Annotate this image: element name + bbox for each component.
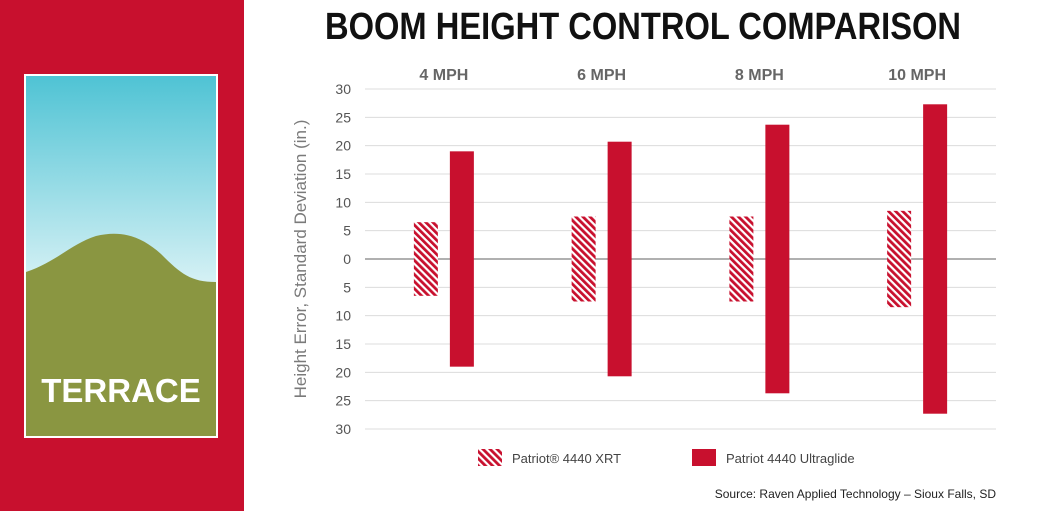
bar-ultraglide (923, 104, 948, 414)
y-tick-label: 10 (335, 308, 351, 324)
source-note: Source: Raven Applied Technology – Sioux… (714, 487, 996, 501)
y-tick-label: 10 (335, 194, 351, 210)
category-label: 10 MPH (888, 67, 946, 84)
y-tick-label: 5 (343, 223, 351, 239)
terrain-sidebar: TERRACE (0, 0, 244, 511)
y-tick-label: 30 (335, 81, 351, 97)
terrain-label: TERRACE (41, 372, 201, 409)
y-tick-label: 0 (343, 251, 351, 267)
y-tick-label: 20 (335, 138, 351, 154)
legend-swatch (692, 449, 716, 466)
legend-label: Patriot® 4440 XRT (512, 451, 621, 466)
chart-title: BOOM HEIGHT CONTROL COMPARISON (324, 6, 962, 48)
y-tick-label: 5 (343, 279, 351, 295)
bar-ultraglide (607, 141, 632, 377)
bar-xrt (729, 216, 754, 302)
terrace-landscape-icon (26, 76, 216, 436)
y-tick-label: 20 (335, 364, 351, 380)
y-tick-label: 30 (335, 421, 351, 437)
y-axis-label: Height Error, Standard Deviation (in.) (291, 120, 310, 399)
legend-swatch (478, 449, 502, 466)
y-tick-label: 25 (335, 109, 351, 125)
bar-ultraglide (449, 151, 474, 367)
y-tick-label: 15 (335, 336, 351, 352)
bar-ultraglide (765, 124, 790, 394)
y-tick-label: 25 (335, 393, 351, 409)
bar-xrt (571, 216, 596, 302)
category-label: 4 MPH (419, 67, 468, 84)
category-label: 8 MPH (735, 67, 784, 84)
y-tick-label: 15 (335, 166, 351, 182)
bar-xrt (887, 210, 912, 308)
bar-xrt (413, 222, 438, 296)
legend-label: Patriot 4440 Ultraglide (726, 451, 855, 466)
category-label: 6 MPH (577, 67, 626, 84)
bar-chart: 30 25 20 15 10 5 0 5 10 15 20 25 30 Height Error, Sta… (291, 67, 996, 466)
terrain-illustration: TERRACE (24, 74, 218, 438)
